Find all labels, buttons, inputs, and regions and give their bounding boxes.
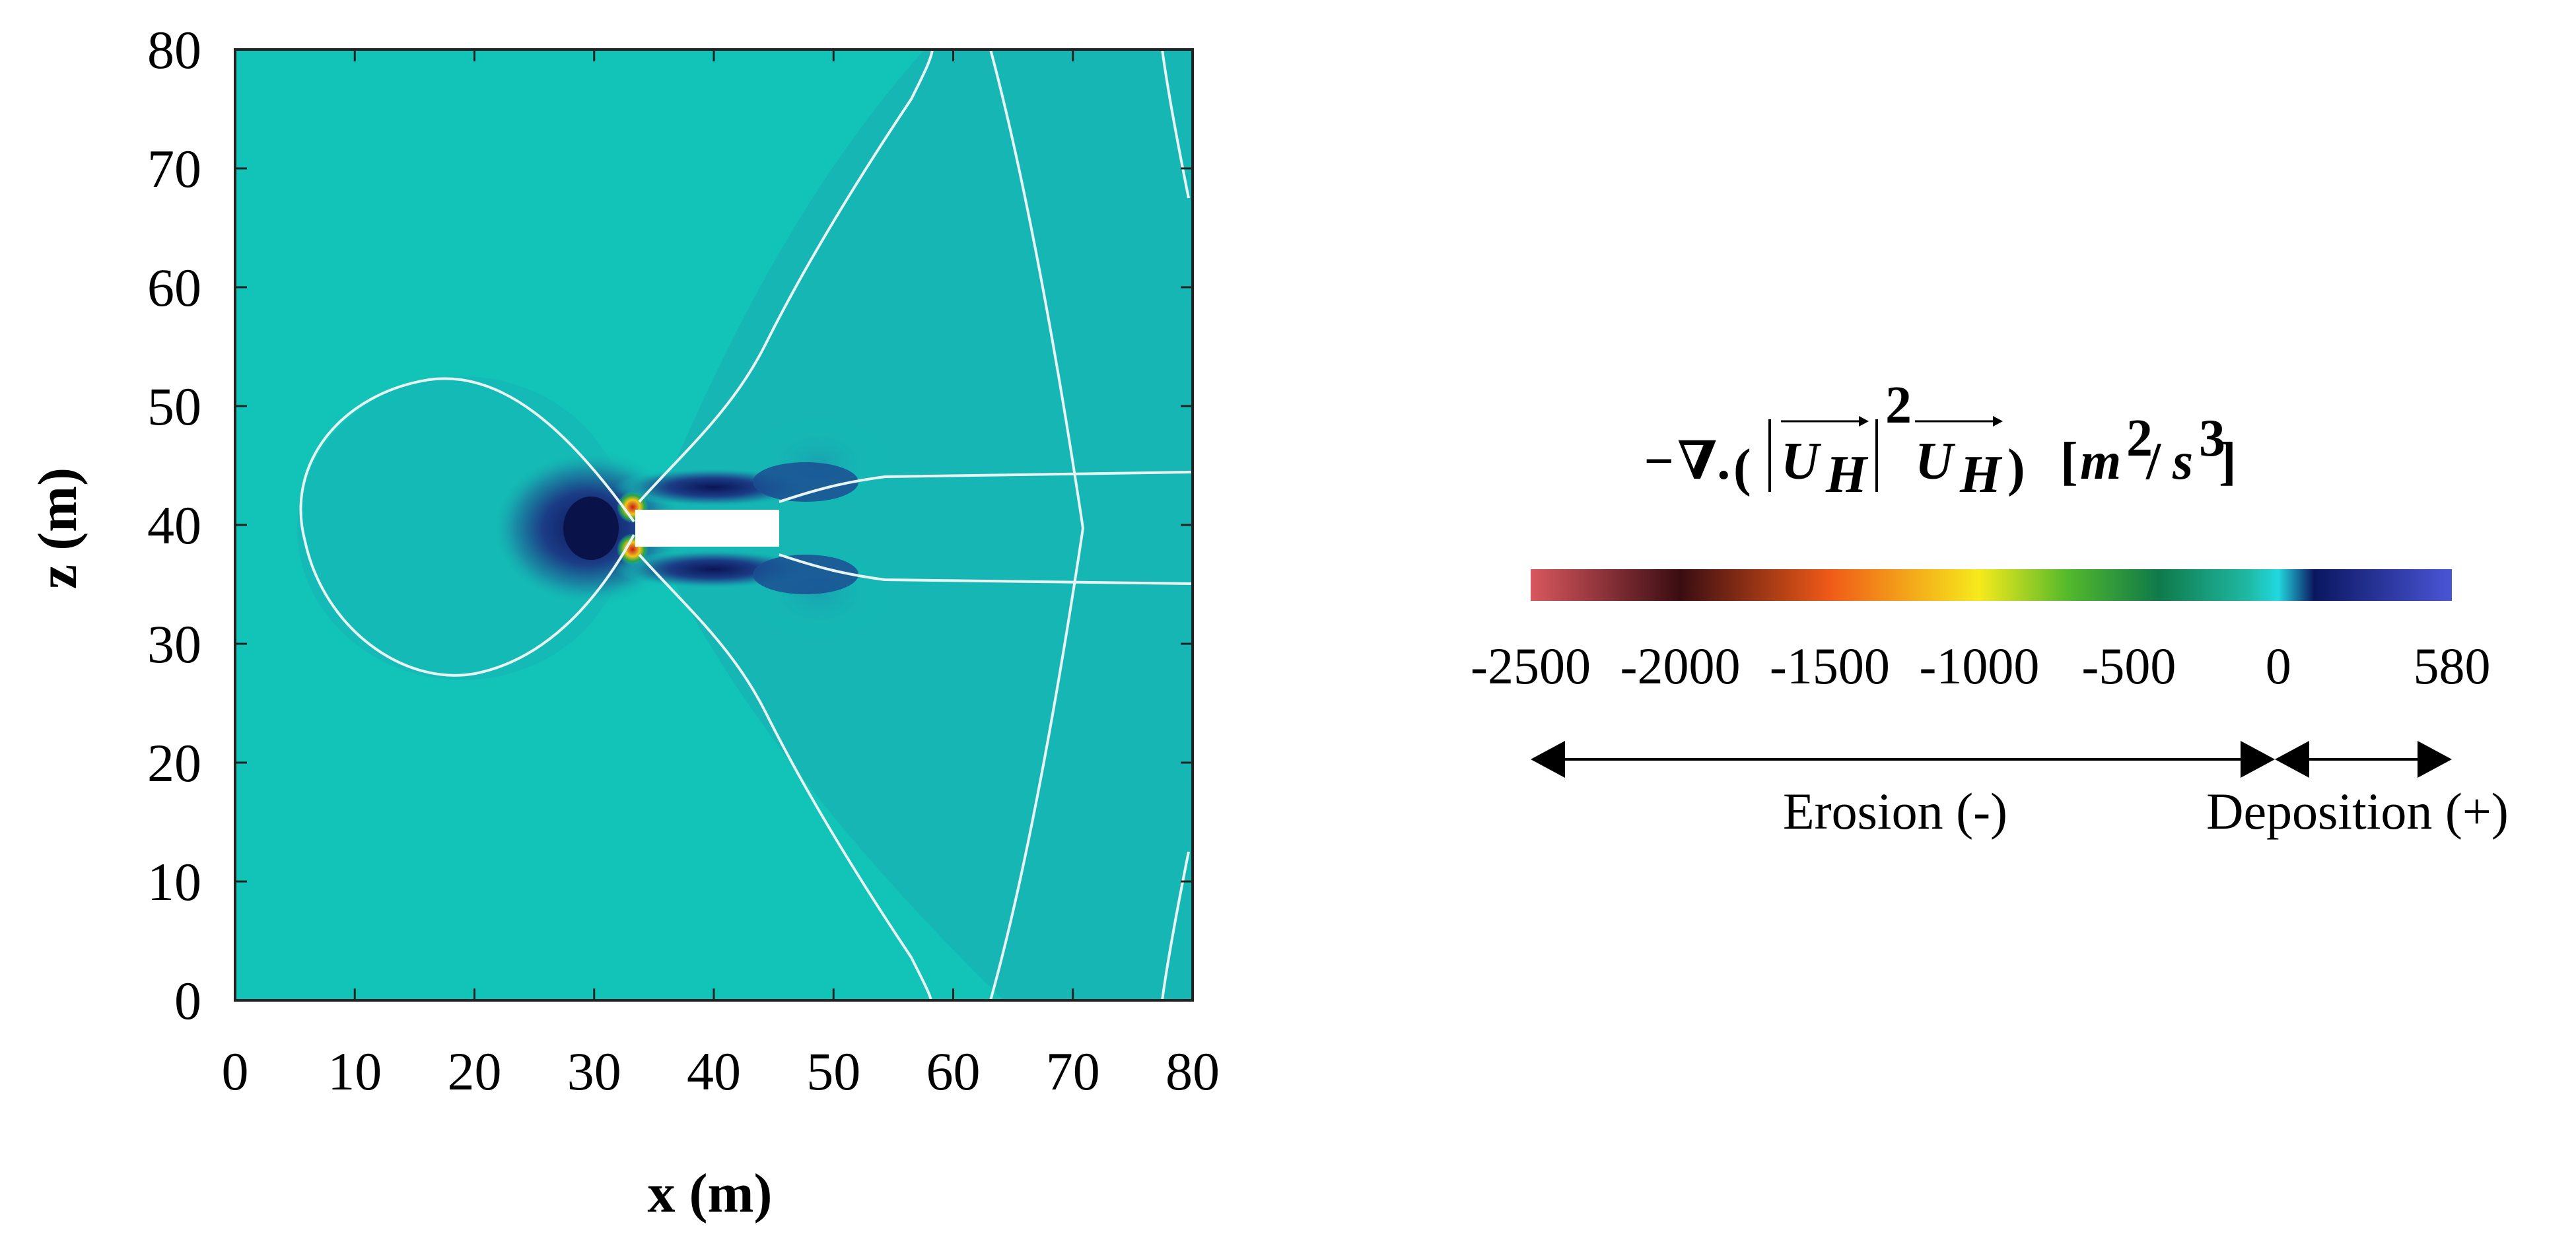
contour-edge-bottom — [1161, 851, 1190, 1000]
svg-text:s: s — [2172, 432, 2193, 491]
wake-dark-top — [753, 462, 858, 502]
colorbar-tick-label: -2500 — [1471, 637, 1591, 695]
x-tick-label: 20 — [448, 1041, 502, 1101]
colorbar-tick-label: -1000 — [1919, 637, 2039, 695]
x-tick-label: 40 — [687, 1041, 741, 1101]
erosion-arrow: Erosion (-) — [1531, 741, 2275, 840]
colorbar-tick-label: -2000 — [1620, 637, 1740, 695]
y-tick-label: 70 — [147, 139, 201, 199]
contour-vertical-wake — [989, 50, 1085, 1000]
obstacle — [635, 510, 779, 547]
colorbar-gradient — [1531, 569, 2452, 601]
svg-text:2: 2 — [2126, 409, 2153, 467]
svg-text:[: [ — [2060, 432, 2078, 491]
svg-text:∇.: ∇. — [1677, 432, 1730, 491]
contour-edge-top — [1161, 50, 1190, 199]
x-tick-label: 60 — [926, 1041, 981, 1101]
x-tick-label: 30 — [567, 1041, 621, 1101]
y-tick-label: 30 — [147, 614, 201, 674]
svg-text:]: ] — [2219, 432, 2237, 491]
colorbar-tick-label: -500 — [2081, 637, 2176, 695]
wake-dark-bottom — [753, 555, 858, 594]
y-tick-label: 20 — [147, 733, 201, 793]
colorbar-tick-label: 580 — [2414, 637, 2491, 695]
svg-text:U: U — [1915, 432, 1956, 491]
x-axis-label: x (m) — [648, 1163, 773, 1224]
colorbar-tick-label: 0 — [2266, 637, 2291, 695]
svg-text:H: H — [1959, 446, 2003, 504]
x-tick-label: 70 — [1046, 1041, 1100, 1101]
x-axis-ticks: 0 10 20 30 40 50 60 70 80 — [222, 50, 1220, 1101]
contour-wake-lower — [638, 553, 932, 1000]
svg-text:2: 2 — [1885, 376, 1912, 434]
deposition-core-upstream — [563, 497, 619, 560]
colorbar-tick-label: -1500 — [1770, 637, 1890, 695]
deposition-label: Deposition (+) — [2206, 782, 2509, 840]
colorbar-title: − ∇. ( U H 2 U H ) [ m 2 / s 3 ] — [1644, 376, 2236, 504]
y-tick-label: 40 — [147, 495, 201, 555]
y-tick-label: 50 — [147, 376, 201, 436]
x-tick-label: 10 — [328, 1041, 382, 1101]
wake-region — [647, 50, 1193, 1000]
x-tick-label: 80 — [1166, 1041, 1220, 1101]
svg-text:/: / — [2145, 432, 2162, 491]
field-layer — [297, 50, 1193, 1000]
svg-text:H: H — [1825, 446, 1869, 504]
deposition-arrow: Deposition (+) — [2206, 741, 2509, 840]
colorbar: − ∇. ( U H 2 U H ) [ m 2 / s 3 ] -2500 -2… — [1471, 376, 2509, 840]
contour-upstream-loop — [299, 377, 635, 677]
y-tick-label: 10 — [147, 852, 201, 912]
x-tick-label: 0 — [222, 1041, 249, 1101]
contour-channel-top — [779, 471, 1193, 503]
y-tick-label: 0 — [174, 971, 201, 1031]
svg-text:3: 3 — [2199, 409, 2225, 467]
svg-text:(: ( — [1733, 439, 1751, 497]
y-tick-label: 60 — [147, 258, 201, 318]
contour-channel-bottom — [779, 553, 1193, 585]
x-tick-label: 50 — [806, 1041, 860, 1101]
y-axis-ticks: 0 10 20 30 40 50 60 70 80 — [147, 20, 1193, 1031]
erosion-label: Erosion (-) — [1783, 782, 2007, 840]
colorbar-ticks: -2500 -2000 -1500 -1000 -500 0 580 — [1471, 637, 2490, 695]
contour-plot: 0 10 20 30 40 50 60 70 80 0 10 20 30 40 50 60 70 80 x (m… — [27, 20, 1220, 1224]
contour-lines — [299, 50, 1193, 1000]
y-axis-label: z (m) — [27, 467, 88, 589]
upstream-region — [297, 376, 627, 680]
y-tick-label: 80 — [147, 20, 201, 80]
svg-text:): ) — [2007, 439, 2025, 497]
svg-text:U: U — [1781, 432, 1822, 491]
contour-wake-upper — [638, 50, 934, 503]
svg-text:m: m — [2080, 432, 2121, 491]
svg-text:−: − — [1644, 432, 1674, 491]
